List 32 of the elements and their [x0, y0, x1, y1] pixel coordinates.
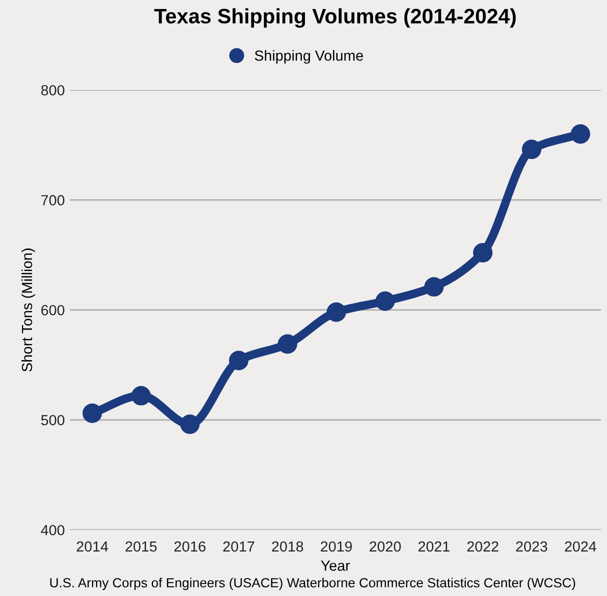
point — [570, 124, 590, 144]
chart-title: Texas Shipping Volumes (2014-2024) — [154, 8, 516, 28]
x-tick-label: 2022 — [467, 541, 498, 552]
point — [473, 243, 493, 262]
x-axis-title: Year — [320, 560, 350, 571]
point — [522, 140, 542, 160]
point — [131, 386, 151, 406]
x-tick-label: 2021 — [418, 541, 450, 552]
x-tick-label: 2014 — [76, 541, 108, 552]
x-tick-label: 2024 — [564, 541, 596, 552]
x-tick-label: 2016 — [174, 541, 206, 552]
x-tick-label: 2017 — [223, 541, 254, 552]
point — [228, 350, 248, 370]
point — [375, 291, 395, 311]
x-tick-label: 2020 — [370, 541, 401, 552]
y-tick-label: 500 — [41, 414, 64, 426]
x-tick-label: 2023 — [516, 541, 548, 552]
text: U.S. Army Corps of Engineers (USACE) Waterborne Commerce Statistics Center (WCSC) — [50, 578, 576, 590]
point — [180, 414, 200, 434]
point — [326, 302, 346, 322]
point — [278, 334, 298, 354]
legend-label: Shipping Volume — [254, 50, 363, 64]
x-tick-label: 2015 — [126, 541, 157, 552]
y-axis-title: Short Tons (Million) — [21, 248, 36, 372]
y-tick-label: 800 — [41, 85, 64, 96]
y-tick-label: 600 — [41, 305, 64, 316]
x-tick-label: 2018 — [272, 541, 304, 552]
y-tick-label: 700 — [41, 195, 64, 206]
point — [424, 277, 444, 297]
x-tick-label: 2019 — [320, 541, 352, 552]
point — [82, 404, 102, 424]
y-tick-label: 400 — [40, 524, 64, 536]
